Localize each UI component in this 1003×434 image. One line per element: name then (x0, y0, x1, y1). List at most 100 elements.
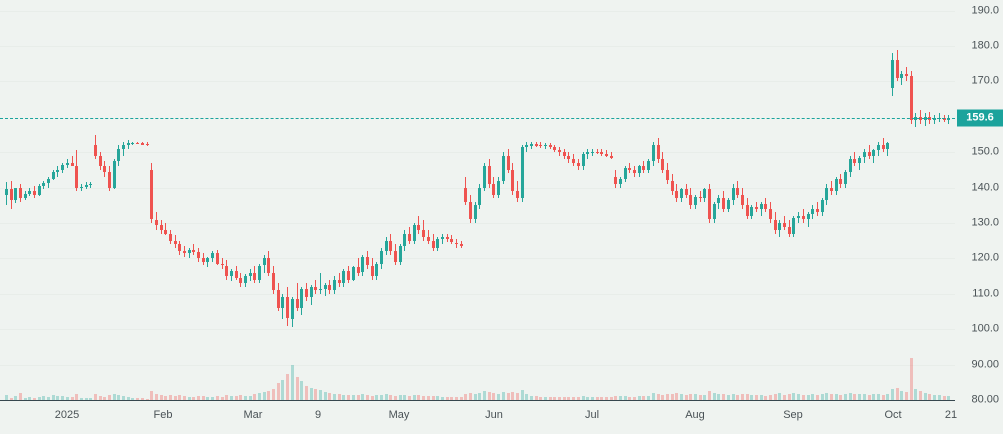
time-axis[interactable]: 2025 Feb Mar 9 May Jun Jul Aug Sep Oct 21 (0, 400, 1003, 434)
candle-body (318, 288, 322, 291)
volume-bar (806, 394, 810, 400)
volume-bar (201, 396, 205, 400)
candle-body (131, 143, 135, 145)
volume-bar (525, 394, 529, 400)
volume-bar (628, 396, 632, 400)
candle-body (890, 60, 894, 89)
candle-wick (324, 283, 326, 296)
volume-bar (567, 396, 571, 400)
volume-bar (108, 395, 111, 400)
volume-bar (211, 397, 215, 400)
candle-body (98, 155, 102, 167)
candle-body (595, 151, 599, 153)
candle-body (61, 164, 65, 170)
candle-body (665, 169, 669, 181)
volume-bar (642, 396, 646, 400)
time-tick-label: Mar (243, 409, 263, 421)
volume-bar (422, 395, 426, 400)
volume-bar (398, 395, 402, 400)
volume-bar (309, 387, 313, 400)
volume-bar (675, 393, 679, 400)
volume-bar (619, 396, 622, 400)
candle-body (459, 244, 463, 246)
axis-baseline (0, 400, 955, 401)
volume-bar (9, 397, 13, 400)
volume-bar (811, 394, 815, 400)
candle-body (398, 246, 402, 262)
candle-body (661, 159, 665, 170)
volume-bar (197, 395, 201, 400)
volume-bar (262, 392, 266, 400)
plot-area[interactable] (0, 0, 955, 400)
volume-bar (750, 394, 754, 400)
candle-wick (605, 150, 607, 158)
volume-bar (539, 396, 543, 400)
candle-body (136, 143, 140, 145)
volume-bar (225, 394, 229, 400)
volume-bar (112, 393, 116, 400)
candle-body (103, 166, 107, 172)
candle-body (834, 178, 838, 192)
candle-body (168, 233, 172, 241)
price-tick-label: 80.00 (971, 393, 999, 406)
volume-bar (820, 394, 824, 400)
candle-body (403, 233, 407, 246)
volume-bar (122, 395, 125, 400)
candle-body (529, 144, 533, 146)
candle-body (576, 162, 580, 167)
time-tick-label: Aug (685, 409, 705, 421)
candle-body (450, 238, 454, 243)
candle-body (309, 286, 313, 298)
candle-body (492, 184, 496, 195)
current-price-badge[interactable]: 159.6 (957, 109, 1003, 127)
candle-body (351, 267, 355, 280)
candle-body (820, 200, 824, 213)
candle-wick (784, 215, 786, 231)
candle-body (694, 196, 697, 206)
volume-bar (187, 396, 191, 400)
volume-bar (18, 393, 22, 400)
candle-body (801, 215, 805, 220)
volume-bar (562, 397, 566, 400)
volume-bar (304, 385, 308, 400)
candle-body (689, 194, 693, 206)
price-tick-label: 110.0 (972, 287, 999, 300)
volume-bar (459, 397, 463, 400)
candle-body (478, 187, 482, 206)
price-tick-label: 100.0 (971, 322, 999, 335)
time-tick-label: Jun (485, 409, 503, 421)
volume-bar (544, 396, 547, 400)
volume-bar (267, 391, 271, 400)
candle-wick (193, 244, 195, 255)
volume-bar (370, 395, 374, 400)
volume-bar (469, 393, 472, 400)
volume-bar (342, 394, 346, 400)
candle-body (178, 244, 182, 252)
volume-bar (84, 398, 88, 400)
candle-body (211, 253, 215, 259)
candle-body (436, 238, 440, 248)
candle-body (679, 189, 683, 199)
volume-bar (243, 395, 247, 400)
candle-wick (699, 191, 701, 202)
candle-body (75, 165, 79, 188)
candle-body (262, 258, 266, 266)
volume-bar (258, 393, 261, 400)
candle-body (234, 270, 238, 278)
volume-bar (712, 392, 716, 400)
volume-bar (576, 397, 580, 400)
candle-body (28, 191, 32, 194)
volume-bar (408, 395, 411, 400)
candle-body (759, 203, 763, 209)
volume-bar (300, 380, 304, 400)
candle-body (286, 297, 290, 319)
candle-wick (188, 247, 190, 259)
candle-body (792, 217, 796, 234)
volume-bar (905, 392, 908, 400)
candle-wick (296, 283, 298, 312)
volume-bar (825, 393, 829, 400)
candle-body (272, 272, 276, 291)
volume-bar (792, 393, 796, 400)
candle-body (23, 194, 27, 199)
price-axis[interactable]: 190.0 180.0 170.0 150.0 140.0 130.0 120.0 110.0… (955, 0, 1003, 405)
